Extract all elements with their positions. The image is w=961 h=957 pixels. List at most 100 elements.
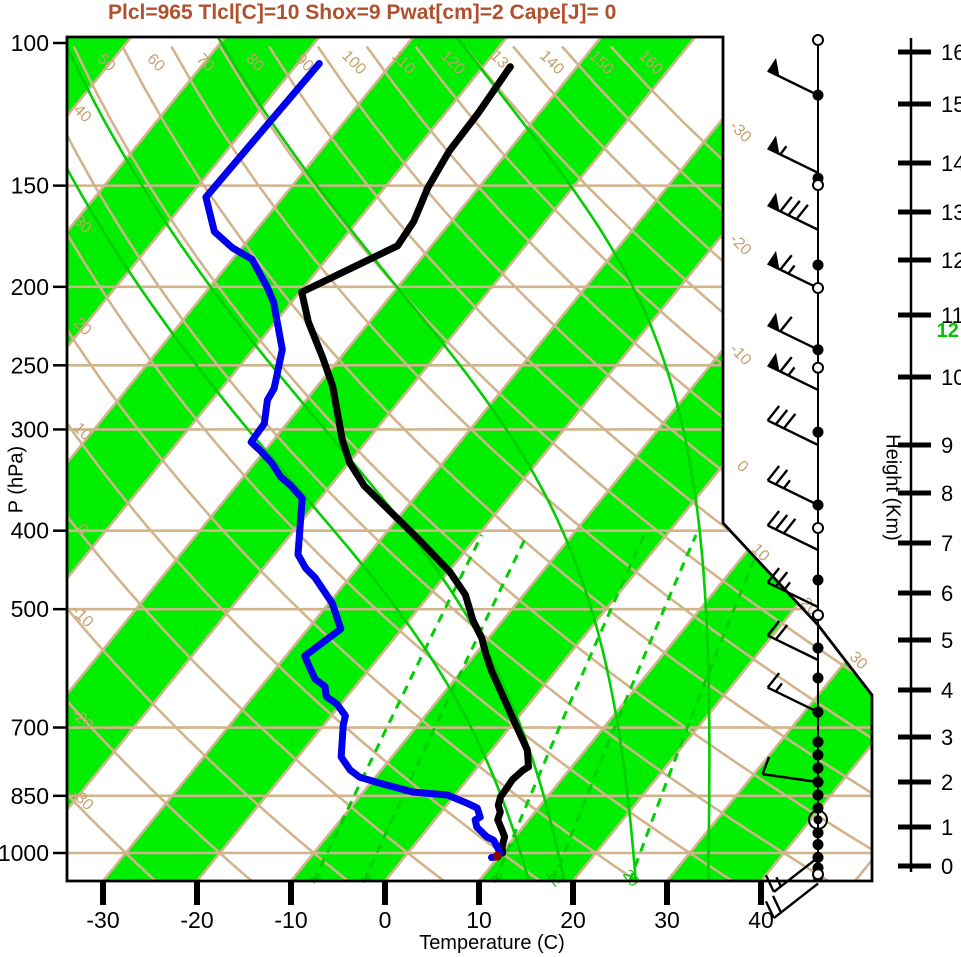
temperature-tick-label: 40 [748, 907, 774, 933]
wind-barb [764, 882, 819, 919]
pressure-tick-label: 200 [11, 274, 49, 300]
height-tick-label: 1 [941, 815, 953, 840]
wind-level-dot [812, 789, 824, 801]
wind-level-dot [812, 426, 824, 438]
wind-level-open-circle [812, 34, 824, 47]
dry-adiabat [67, 46, 446, 881]
temperature-tick-label: -10 [274, 907, 307, 933]
dry-adiabat [170, 45, 872, 881]
wind-level-open-circle [812, 522, 824, 534]
wind-level-open-circle [812, 282, 824, 295]
pressure-tick-label: 150 [11, 173, 49, 199]
dry-adiabat-label-top: 140 [536, 47, 567, 78]
mixing-ratio-lines [312, 534, 766, 881]
dry-adiabat [365, 45, 872, 881]
height-tick-label: 5 [941, 628, 953, 653]
height-tick-label: 14 [941, 151, 961, 176]
moist-adiabat [454, 37, 711, 881]
mixing-ratio-line [551, 534, 698, 881]
wind-level-dot [812, 344, 824, 356]
height-tick-label: 16 [941, 40, 961, 65]
wind-level-dot [812, 851, 824, 863]
isotherm-line [571, 37, 872, 881]
height-tick-label: 10 [941, 365, 961, 390]
height-tick-label: 3 [941, 725, 953, 750]
pressure-tick-label: 850 [11, 783, 49, 809]
wind-barb [761, 756, 819, 784]
wind-level-dot [812, 642, 824, 654]
green-band [67, 37, 320, 881]
pressure-axis-title: P (hPa) [5, 445, 28, 514]
height-tick-label: 13 [941, 200, 961, 225]
isotherm-line [101, 37, 791, 881]
wind-barb [767, 192, 819, 231]
wind-level-dot [812, 762, 824, 774]
wind-level-open-circle [812, 361, 824, 374]
wind-level-double-circle [808, 809, 828, 830]
height-tick-label: 0 [941, 854, 953, 879]
wind-barb [767, 135, 819, 174]
isotherm-line [67, 37, 415, 881]
wind-level-open-circle [812, 609, 824, 622]
dry-adiabat-label-left: -10 [68, 603, 96, 631]
dry-adiabat [67, 46, 350, 881]
dry-adiabat [67, 45, 831, 881]
pressure-tick-label: 700 [11, 715, 49, 741]
temperature-tick-label: 30 [654, 907, 680, 933]
surface-parcel-marker [492, 851, 502, 861]
temperature-tick-label: 0 [379, 907, 392, 933]
wind-level-dot [812, 574, 824, 586]
dry-adiabat-label-top: 60 [143, 51, 168, 76]
temperature-tick-label: 20 [560, 907, 586, 933]
chart-title: Plcl=965 Tlcl[C]=10 Shox=9 Pwat[cm]=2 Ca… [108, 1, 617, 24]
temperature-tick-label: -30 [86, 907, 119, 933]
pressure-tick-label: 400 [11, 518, 49, 544]
dry-adiabat-label-top: 100 [338, 47, 369, 78]
wind-barb [766, 465, 819, 507]
wind-level-dot [812, 749, 824, 761]
dewpoint-curve [202, 60, 504, 861]
isotherm-line [67, 37, 603, 881]
green-band [67, 37, 508, 881]
wind-barb [766, 672, 819, 714]
wind-level-dot [812, 672, 824, 684]
dry-adiabat [67, 46, 639, 881]
height-tick-label: 8 [941, 481, 953, 506]
mixing-ratio-label: 12 [543, 866, 567, 890]
wind-level-dot [812, 259, 824, 271]
wind-barb [767, 352, 819, 391]
isotherm-label-right: -20 [726, 231, 754, 259]
isotherm-line [67, 37, 227, 881]
mixing-ratio-line [362, 534, 529, 881]
temperature-axis-title: Temperature (C) [419, 932, 565, 954]
height-tick-label: 7 [941, 531, 953, 556]
plot-border [65, 35, 874, 883]
temperature-tick-label: -20 [180, 907, 213, 933]
wind-level-open-circle [812, 868, 824, 881]
pressure-tick-label: 250 [11, 352, 49, 378]
height-tick-label: 15 [941, 92, 961, 117]
temperature-tick-label: 10 [466, 907, 492, 933]
isotherm-label-right: -10 [726, 341, 754, 369]
wind-barb [766, 620, 819, 662]
wind-level-double-circle-core [813, 815, 823, 825]
wind-level-dot [812, 827, 824, 839]
wind-barb [767, 58, 819, 97]
wind-barb [766, 567, 819, 609]
height-tick-label: 12 [941, 248, 961, 273]
dry-adiabat [67, 46, 254, 881]
green-band [103, 37, 872, 881]
dry-adiabat [267, 45, 872, 881]
isotherm-line [665, 37, 872, 881]
temperature-curve [298, 63, 532, 857]
isotherm-label-right: 0 [733, 458, 751, 476]
dry-adiabat [316, 45, 872, 881]
wind-level-dot [812, 776, 824, 788]
isotherm-line [67, 37, 509, 881]
moist-adiabat [215, 37, 638, 881]
height-tick-label: 9 [941, 433, 953, 458]
wind-level-dot [812, 499, 824, 511]
pressure-tick-label: 500 [11, 596, 49, 622]
